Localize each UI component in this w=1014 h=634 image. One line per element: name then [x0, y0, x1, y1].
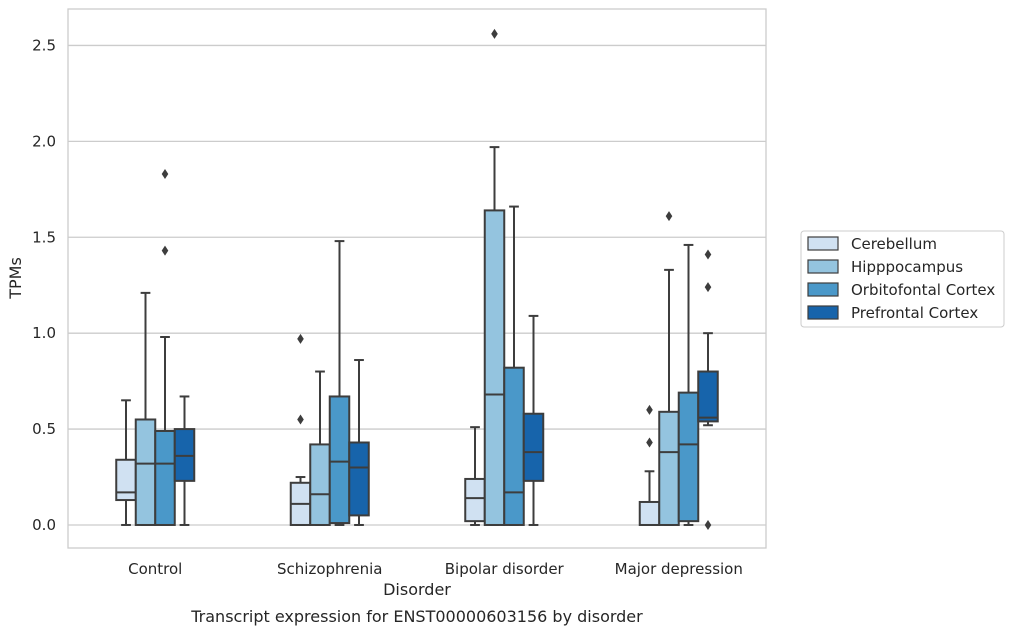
y-tick-label: 0.5 — [32, 420, 56, 438]
y-tick-label: 1.0 — [32, 324, 56, 342]
legend-swatch — [807, 259, 839, 274]
legend-swatch — [807, 236, 839, 251]
legend-label: Hipppocampus — [851, 258, 963, 276]
outlier-point — [491, 28, 498, 39]
box-body — [503, 366, 525, 526]
box-body — [522, 412, 545, 482]
y-tick-label: 2.0 — [32, 132, 56, 150]
outlier-point — [704, 519, 712, 530]
box-prefrontal-cortex — [348, 359, 370, 526]
legend-frame — [800, 230, 1005, 328]
y-tick-label: 1.5 — [32, 228, 56, 246]
box-body — [348, 441, 370, 517]
box-hipppocampus — [658, 211, 680, 526]
box-body — [115, 458, 137, 502]
legend: Cerebellum Hipppocampus Orbitofontal Corte… — [800, 230, 1005, 328]
chart-caption: Transcript expression for ENST0000060315… — [190, 607, 643, 626]
outlier-point — [297, 333, 304, 344]
outlier-point — [704, 282, 712, 293]
outlier-point — [646, 404, 653, 415]
outlier-point — [161, 168, 169, 179]
box-body — [697, 370, 719, 423]
box-body — [638, 500, 661, 526]
x-axis-label: Disorder — [383, 580, 451, 599]
outlier-point — [161, 245, 169, 256]
legend-swatch — [807, 305, 839, 320]
outlier-point — [297, 414, 304, 425]
outlier-point — [646, 437, 653, 448]
legend-label: Prefrontal Cortex — [851, 304, 978, 322]
x-tick-label: Control — [128, 560, 182, 578]
y-tick-labels: 0.0 0.5 1.0 1.5 2.0 2.5 — [32, 36, 56, 534]
box-body — [677, 391, 700, 523]
box-body — [464, 477, 486, 523]
outlier-point — [704, 249, 712, 260]
box-prefrontal-cortex — [697, 249, 719, 530]
legend-swatch — [807, 282, 839, 297]
box-cerebellum — [638, 404, 661, 526]
y-axis-label: TPMs — [6, 257, 25, 300]
box-body — [134, 418, 157, 526]
box-body — [658, 410, 680, 526]
boxes — [115, 28, 719, 530]
x-tick-label: Major depression — [615, 560, 743, 578]
x-tick-label: Bipolar disorder — [445, 560, 565, 578]
y-tick-label: 2.5 — [32, 36, 56, 54]
box-body — [154, 429, 176, 526]
box-body — [483, 209, 506, 526]
box-body — [309, 443, 331, 526]
legend-label: Orbitofontal Cortex — [851, 281, 995, 299]
box-hipppocampus — [134, 291, 157, 526]
box-cerebellum — [289, 333, 312, 526]
x-tick-label: Schizophrenia — [277, 560, 382, 578]
box-orbitofontal-cortex — [677, 243, 700, 526]
x-tick-labels: Control Schizophrenia Bipolar disorder Majo… — [128, 560, 743, 578]
box-orbitofontal-cortex — [328, 240, 351, 526]
box-body — [328, 395, 351, 525]
outlier-point — [665, 211, 673, 222]
y-tick-label: 0.0 — [32, 516, 56, 534]
box-prefrontal-cortex — [522, 314, 545, 526]
legend-label: Cerebellum — [851, 235, 937, 253]
box-prefrontal-cortex — [173, 395, 196, 526]
box-orbitofontal-cortex — [503, 205, 525, 526]
